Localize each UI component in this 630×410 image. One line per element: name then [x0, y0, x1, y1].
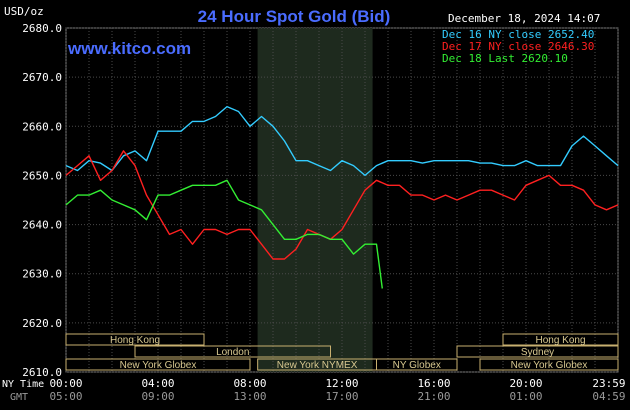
x-tick-label-gmt: 13:00	[233, 390, 266, 403]
timestamp: December 18, 2024 14:07	[448, 12, 600, 25]
session-box	[134, 345, 331, 358]
session-box	[65, 333, 205, 346]
y-tick-label: 2670.0	[22, 71, 62, 84]
ny-time-label: NY Time	[2, 379, 44, 390]
gmt-label: GMT	[10, 392, 28, 403]
y-tick-label: 2680.0	[22, 22, 62, 35]
legend-item-dec17: Dec 17 NY close 2646.30	[442, 40, 594, 53]
y-tick-label: 2630.0	[22, 268, 62, 281]
series-line-2	[65, 150, 619, 260]
x-tick-label-gmt: 09:00	[141, 390, 174, 403]
market-sessions: Hong Kong Hong Kong London Sydney New York G…	[65, 333, 619, 371]
nymex-shaded-region	[257, 28, 373, 372]
x-tick-label-gmt: 05:00	[49, 390, 82, 403]
session-box	[479, 358, 619, 371]
unit-label: USD/oz	[4, 5, 44, 18]
session-label: New York Globex	[511, 360, 588, 371]
x-tick-label-ny: 20:00	[509, 377, 542, 390]
session-box	[376, 358, 458, 371]
x-tick-label-gmt: 21:00	[417, 390, 450, 403]
x-tick-label-ny: 12:00	[325, 377, 358, 390]
session-label: Hong Kong	[110, 335, 160, 346]
series-line-3	[65, 179, 383, 289]
y-tick-label: 2620.0	[22, 317, 62, 330]
y-axis: 2680.0 2670.0 2660.0 2650.0 2640.0 2630.0 2620…	[22, 22, 62, 379]
session-box	[65, 358, 251, 371]
x-tick-label-ny: 23:59	[592, 377, 625, 390]
x-tick-label-gmt: 17:00	[325, 390, 358, 403]
session-label: London	[216, 347, 249, 358]
x-tick-label-ny: 16:00	[417, 377, 450, 390]
x-tick-label-ny: 08:00	[233, 377, 266, 390]
session-box	[502, 333, 619, 346]
x-tick-label-ny: 00:00	[49, 377, 82, 390]
y-tick-label: 2650.0	[22, 169, 62, 182]
legend-item-dec16: Dec 16 NY close 2652.40	[442, 28, 594, 41]
x-tick-label-gmt: 04:59	[592, 390, 625, 403]
x-tick-label-gmt: 01:00	[509, 390, 542, 403]
session-label: Sydney	[521, 347, 554, 358]
y-tick-label: 2640.0	[22, 219, 62, 232]
session-box	[456, 345, 619, 358]
legend-item-dec18: Dec 18 Last 2620.10	[442, 52, 568, 65]
session-label: Hong Kong	[535, 335, 585, 346]
price-series	[65, 105, 619, 289]
legend: Dec 16 NY close 2652.40 Dec 17 NY close …	[442, 28, 594, 65]
session-label: New York NYMEX	[277, 360, 358, 371]
y-tick-label: 2660.0	[22, 120, 62, 133]
y-tick-label: 2610.0	[22, 366, 62, 379]
session-label: NY Globex	[393, 360, 441, 371]
brand-url: www.kitco.com	[67, 39, 191, 58]
x-tick-label-ny: 04:00	[141, 377, 174, 390]
chart-title: 24 Hour Spot Gold (Bid)	[198, 7, 391, 26]
series-line-1	[65, 105, 619, 177]
session-label: New York Globex	[120, 360, 197, 371]
